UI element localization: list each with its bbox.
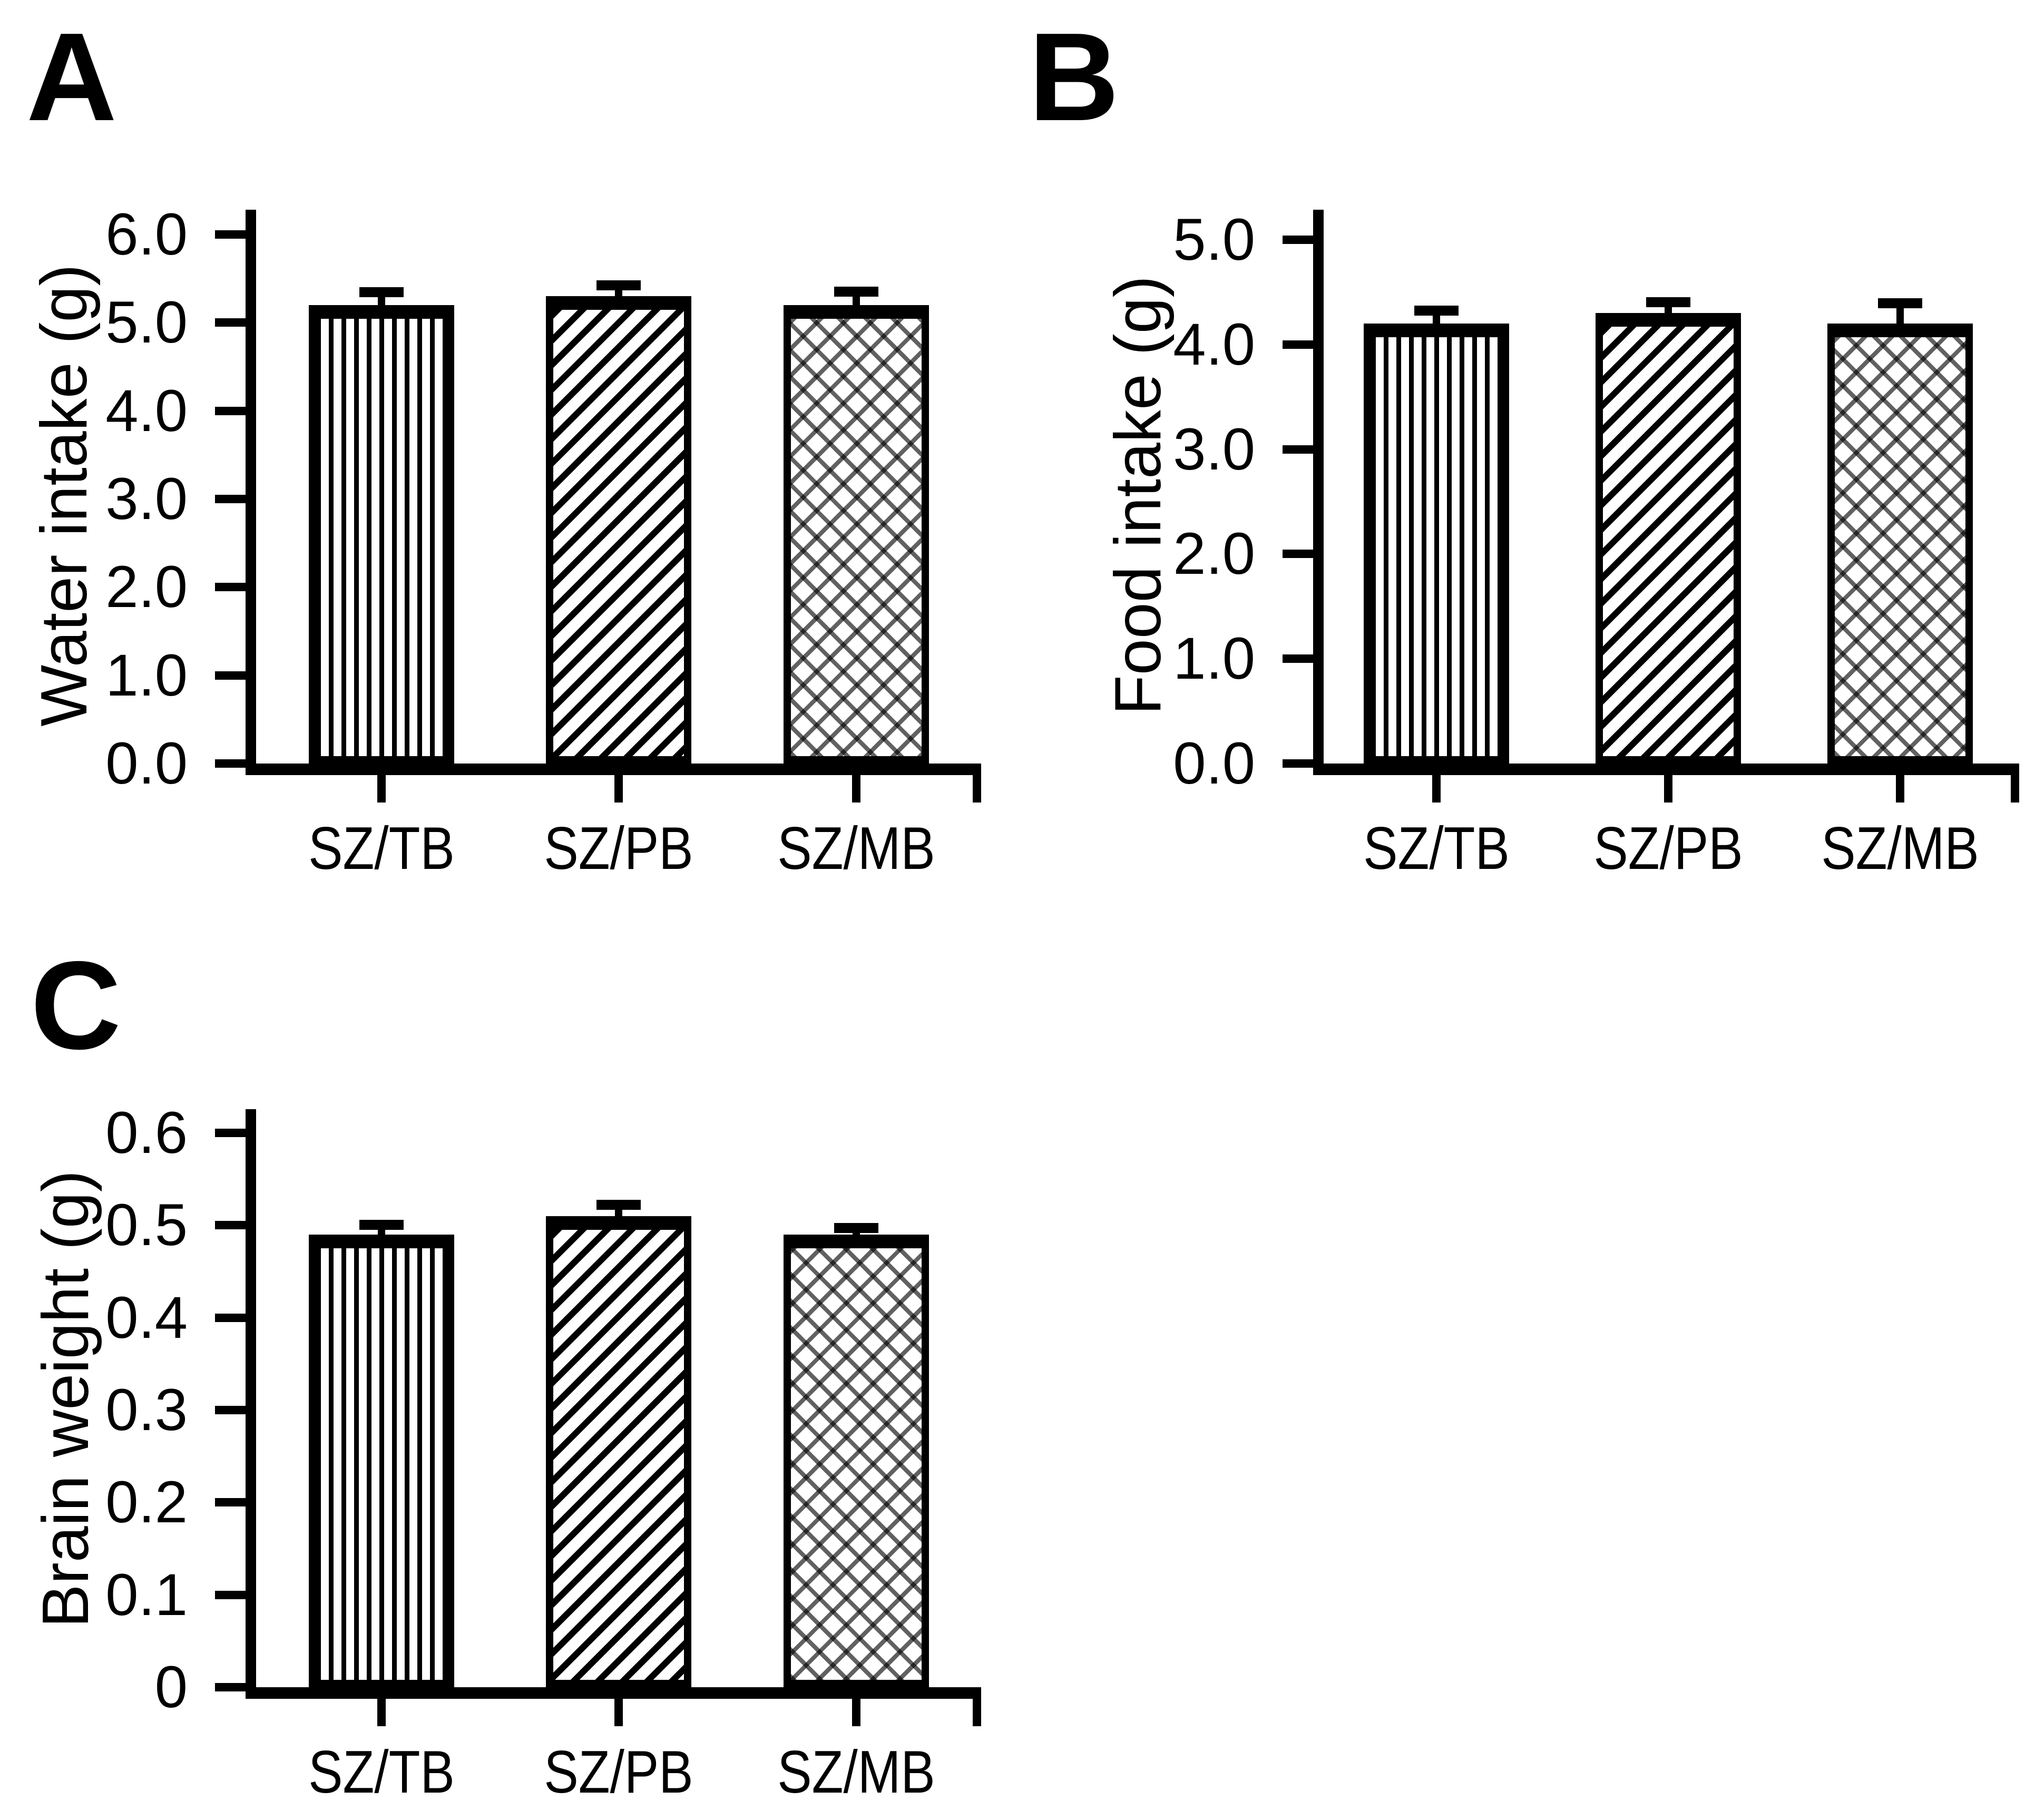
bar-sz-mb [784, 1234, 929, 1687]
y-tick-label: 0 [154, 1654, 188, 1720]
y-axis-tick [1283, 340, 1313, 349]
y-axis-tick [215, 1221, 246, 1230]
x-category-label: SZ/PB [544, 815, 693, 882]
error-bar-whisker [1896, 304, 1904, 329]
x-category-label: SZ/TB [308, 815, 455, 882]
y-tick-label: 0.0 [105, 730, 188, 796]
error-bar-cap [834, 286, 878, 297]
x-category-label: SZ/TB [1363, 815, 1510, 882]
bar-sz-mb [784, 305, 929, 764]
x-axis-end-tick [2011, 775, 2019, 803]
x-axis-line [1313, 764, 2019, 775]
y-tick-label: 0.6 [105, 1100, 188, 1166]
x-category-label: SZ/PB [544, 1739, 693, 1806]
y-tick-label: 1.0 [105, 642, 188, 708]
error-bar-cap [596, 280, 641, 291]
y-axis-tick [1283, 759, 1313, 768]
error-bar-cap [359, 287, 404, 298]
y-axis-tick [215, 1129, 246, 1137]
bar-sz-tb [1364, 324, 1509, 764]
x-axis-end-tick [973, 775, 981, 803]
error-bar-cap [834, 1222, 878, 1233]
y-axis-tick [215, 583, 246, 592]
y-tick-label: 0.1 [105, 1561, 188, 1628]
y-tick-label: 6.0 [105, 201, 188, 267]
x-axis-tick [377, 775, 386, 803]
x-category-label: SZ/MB [777, 1739, 935, 1806]
error-bar-cap [359, 1220, 404, 1230]
bar-sz-tb [309, 1234, 454, 1687]
error-bar-cap [1878, 298, 1922, 309]
y-axis-tick [1283, 445, 1313, 454]
y-tick-label: 5.0 [105, 289, 188, 356]
panel-c-letter: C [31, 936, 121, 1075]
x-category-label: SZ/TB [308, 1739, 455, 1806]
y-axis-tick [215, 406, 246, 415]
x-axis-tick [852, 775, 860, 803]
y-tick-label: 2.0 [105, 554, 188, 620]
y-tick-label: 2.0 [1173, 521, 1255, 587]
y-axis-tick [215, 1683, 246, 1691]
x-axis-tick [1432, 775, 1441, 803]
y-axis-tick [215, 318, 246, 327]
panel-b-letter: B [1029, 7, 1119, 147]
bar-sz-pb [1596, 313, 1741, 764]
x-category-label: SZ/MB [1821, 815, 1979, 882]
y-tick-label: 1.0 [1173, 625, 1255, 692]
y-tick-label: 0.4 [105, 1284, 188, 1351]
x-axis-tick [852, 1699, 860, 1726]
bar-sz-pb [546, 296, 691, 764]
y-tick-label: 4.0 [1173, 311, 1255, 377]
error-bar-cap [596, 1199, 641, 1210]
y-axis-tick [215, 1406, 246, 1414]
x-axis-tick [1896, 775, 1904, 803]
bar-sz-tb [309, 305, 454, 764]
x-axis-tick [377, 1699, 386, 1726]
x-axis-end-tick [973, 1699, 981, 1726]
x-axis-line [246, 764, 981, 775]
y-axis-tick [215, 1313, 246, 1322]
y-axis-tick [1283, 654, 1313, 663]
y-axis-tick [1283, 236, 1313, 244]
y-axis-tick [215, 671, 246, 680]
y-tick-label: 0.5 [105, 1192, 188, 1258]
y-axis-tick [215, 759, 246, 768]
y-tick-label: 3.0 [105, 466, 188, 532]
y-axis-tick [215, 230, 246, 239]
error-bar-cap [1646, 297, 1690, 308]
y-axis-tick [215, 495, 246, 503]
y-axis-line [246, 1109, 256, 1699]
y-tick-label: 3.0 [1173, 416, 1255, 482]
y-tick-label: 0.3 [105, 1377, 188, 1443]
x-axis-line [246, 1687, 981, 1699]
y-axis-tick [1283, 550, 1313, 559]
x-axis-tick [1664, 775, 1672, 803]
x-category-label: SZ/PB [1593, 815, 1743, 882]
y-axis-tick [215, 1590, 246, 1599]
y-axis-line [246, 210, 256, 775]
y-tick-label: 4.0 [105, 377, 188, 444]
y-axis-line [1313, 210, 1324, 775]
y-tick-label: 0.0 [1173, 730, 1255, 796]
error-bar-cap [1414, 306, 1459, 316]
bar-sz-pb [546, 1216, 691, 1687]
bar-sz-mb [1827, 324, 1973, 764]
y-tick-label: 5.0 [1173, 207, 1255, 272]
x-axis-tick [614, 775, 623, 803]
x-category-label: SZ/MB [777, 815, 935, 882]
panel-a-letter: A [26, 7, 117, 147]
y-tick-label: 0.2 [105, 1469, 188, 1535]
x-axis-tick [614, 1699, 623, 1726]
y-axis-tick [215, 1498, 246, 1507]
